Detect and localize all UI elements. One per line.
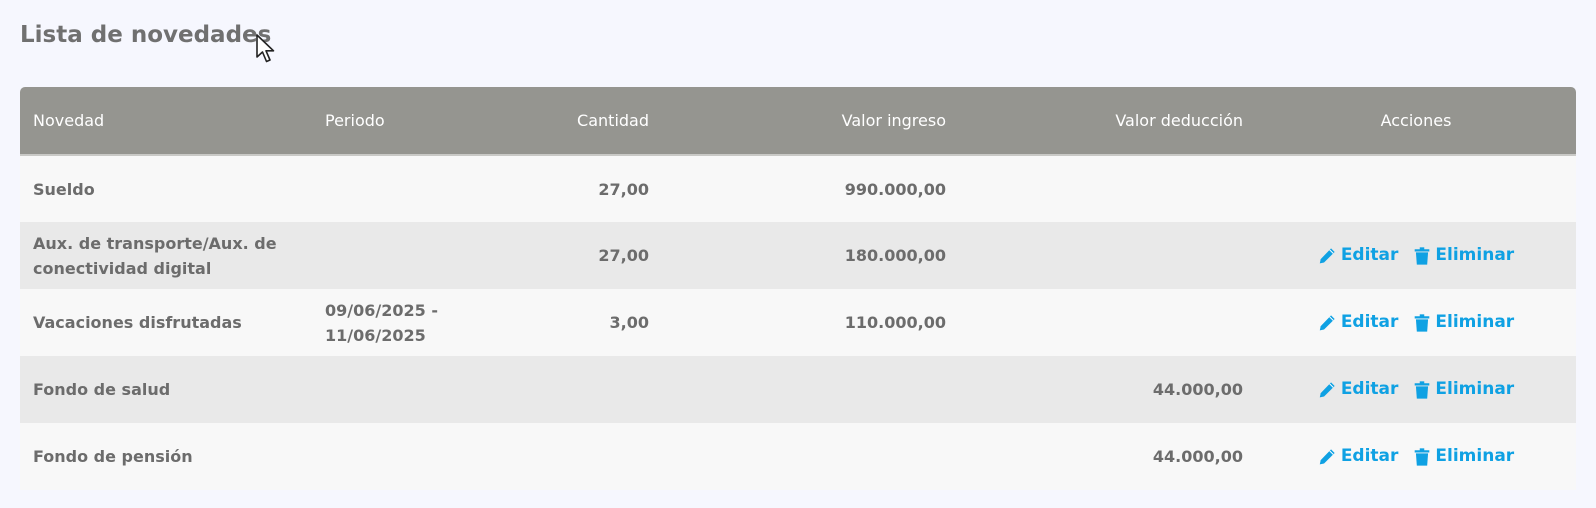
- row-actions: Editar Eliminar: [1269, 310, 1563, 335]
- row-actions: Editar Eliminar: [1269, 377, 1563, 402]
- column-header-periodo: Periodo: [312, 87, 538, 156]
- table-row: Fondo de salud 44.000,00 Editar Eliminar: [20, 356, 1576, 423]
- cell-acciones: [1256, 155, 1576, 222]
- pencil-icon: [1319, 448, 1335, 464]
- cell-valor-deduccion: [959, 155, 1256, 222]
- delete-label: Eliminar: [1435, 379, 1515, 399]
- cell-cantidad: 3,00: [609, 313, 649, 332]
- column-header-valor-ingreso: Valor ingreso: [662, 87, 959, 156]
- cell-acciones: Editar Eliminar: [1256, 289, 1576, 356]
- pencil-icon: [1319, 247, 1335, 263]
- novedades-table: Novedad Periodo Cantidad Valor ingreso V…: [20, 87, 1576, 490]
- cell-cantidad: 27,00: [598, 246, 649, 265]
- cell-valor-ingreso: 180.000,00: [844, 246, 946, 265]
- delete-label: Eliminar: [1435, 245, 1515, 265]
- column-header-cantidad: Cantidad: [538, 87, 662, 156]
- row-actions: Editar Eliminar: [1269, 243, 1563, 268]
- cell-cantidad: [538, 423, 662, 490]
- cell-periodo: [312, 356, 538, 423]
- edit-label: Editar: [1340, 312, 1399, 332]
- cell-valor-deduccion: 44.000,00: [1152, 447, 1243, 466]
- delete-button[interactable]: Eliminar: [1414, 310, 1514, 335]
- delete-label: Eliminar: [1435, 446, 1515, 466]
- cell-valor-deduccion: [959, 289, 1256, 356]
- edit-label: Editar: [1340, 245, 1399, 265]
- edit-label: Editar: [1340, 379, 1399, 399]
- table-row: Vacaciones disfrutadas 09/06/2025 - 11/06…: [20, 289, 1576, 356]
- cell-acciones: Editar Eliminar: [1256, 222, 1576, 289]
- cell-valor-deduccion: 44.000,00: [1152, 380, 1243, 399]
- trash-icon: [1415, 380, 1430, 399]
- mouse-pointer-icon: [256, 34, 275, 63]
- column-header-acciones: Acciones: [1256, 87, 1576, 156]
- table-row: Fondo de pensión 44.000,00 Editar Eliminar: [20, 423, 1576, 490]
- trash-icon: [1415, 447, 1430, 466]
- cell-periodo: [312, 423, 538, 490]
- edit-label: Editar: [1340, 446, 1399, 466]
- delete-button[interactable]: Eliminar: [1414, 377, 1514, 402]
- edit-button[interactable]: Editar: [1318, 377, 1399, 402]
- edit-button[interactable]: Editar: [1318, 243, 1399, 268]
- table-body: Sueldo 27,00 990.000,00 Aux. de transporte/…: [20, 155, 1576, 490]
- cell-periodo: 09/06/2025 - 11/06/2025: [325, 300, 438, 345]
- cell-novedad: Aux. de transporte/Aux. de conectividad …: [33, 233, 277, 278]
- edit-button[interactable]: Editar: [1318, 444, 1399, 469]
- cell-periodo: [312, 155, 538, 222]
- cell-novedad: Sueldo: [33, 179, 95, 199]
- row-actions: Editar Eliminar: [1269, 444, 1563, 469]
- page-title: Lista de novedades: [20, 22, 272, 48]
- table-header-row: Novedad Periodo Cantidad Valor ingreso V…: [20, 87, 1576, 156]
- pencil-icon: [1319, 381, 1335, 397]
- trash-icon: [1415, 313, 1430, 332]
- cell-valor-ingreso: 990.000,00: [844, 179, 946, 199]
- cell-valor-ingreso: [662, 356, 959, 423]
- edit-button[interactable]: Editar: [1318, 310, 1399, 335]
- delete-label: Eliminar: [1435, 312, 1515, 332]
- delete-button[interactable]: Eliminar: [1414, 444, 1514, 469]
- cell-valor-ingreso: [662, 423, 959, 490]
- cell-cantidad: 27,00: [598, 179, 649, 199]
- pencil-icon: [1319, 314, 1335, 330]
- trash-icon: [1415, 246, 1430, 265]
- table-row: Aux. de transporte/Aux. de conectividad …: [20, 222, 1576, 289]
- cell-acciones: Editar Eliminar: [1256, 356, 1576, 423]
- cell-novedad: Fondo de pensión: [33, 447, 193, 466]
- cell-novedad: Fondo de salud: [33, 380, 171, 399]
- table-row: Sueldo 27,00 990.000,00: [20, 155, 1576, 222]
- cell-periodo: [312, 222, 538, 289]
- cell-acciones: Editar Eliminar: [1256, 423, 1576, 490]
- cell-valor-ingreso: 110.000,00: [844, 313, 946, 332]
- delete-button[interactable]: Eliminar: [1414, 243, 1514, 268]
- cell-novedad: Vacaciones disfrutadas: [33, 313, 242, 332]
- column-header-novedad: Novedad: [20, 87, 312, 156]
- cell-valor-deduccion: [959, 222, 1256, 289]
- column-header-valor-deduccion: Valor deducción: [959, 87, 1256, 156]
- cell-cantidad: [538, 356, 662, 423]
